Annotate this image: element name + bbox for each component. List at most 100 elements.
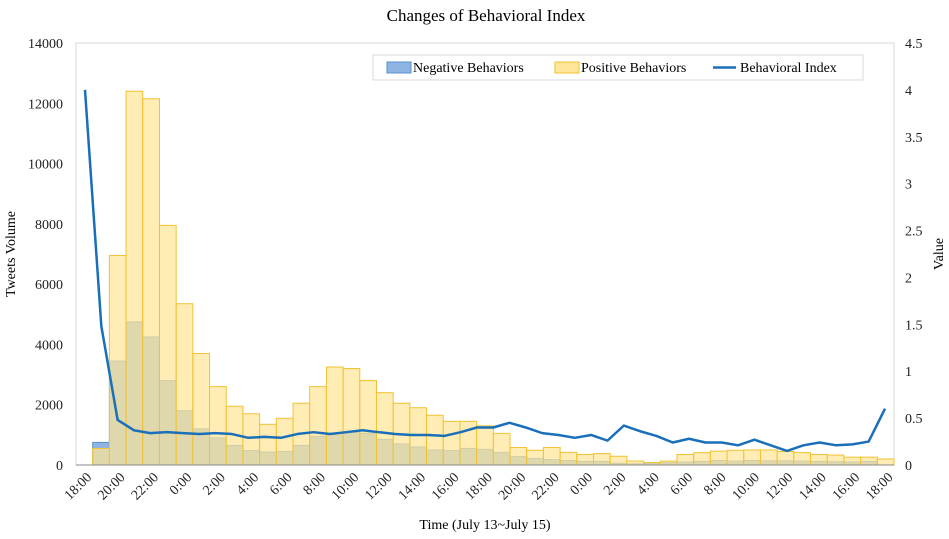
x-tick-label: 2:00 <box>201 470 229 498</box>
x-tick-label: 10:00 <box>329 470 362 503</box>
positive-bar <box>810 453 828 466</box>
x-tick-label: 8:00 <box>701 470 729 498</box>
positive-bar <box>242 413 261 466</box>
positive-bar <box>509 447 528 466</box>
positive-bar <box>576 453 595 466</box>
y-tick-right-label: 1.5 <box>905 318 923 333</box>
positive-bar <box>426 414 444 466</box>
positive-bar <box>175 303 194 466</box>
y-tick-right-label: 1 <box>905 365 912 380</box>
x-tick-label: 18:00 <box>62 470 95 503</box>
x-tick-labels: 18:00 20:00 22:00 0:00 2:00 4:00 6:00 8:00 10:00… <box>62 470 896 503</box>
positive-bar <box>142 98 160 466</box>
positive-bar <box>92 447 110 466</box>
positive-bar <box>209 386 227 466</box>
positive-bar <box>192 352 211 466</box>
positive-bar <box>626 460 645 466</box>
x-tick-label: 12:00 <box>363 470 396 503</box>
positive-bar <box>676 453 695 466</box>
y-tick-left-label: 12000 <box>28 97 63 112</box>
positive-bar <box>526 449 544 466</box>
y-tick-right-label: 2.5 <box>905 225 923 240</box>
y-tick-left-label: 2000 <box>35 399 63 414</box>
legend-negative-label: Negative Behaviors <box>413 61 524 76</box>
positive-bar <box>476 425 494 466</box>
x-tick-label: 10:00 <box>730 470 763 503</box>
legend-index-label: Behavioral Index <box>740 61 837 76</box>
positive-bar <box>492 432 511 466</box>
y-axis-left-label: Tweets Volume <box>4 211 19 297</box>
x-tick-label: 18:00 <box>463 470 496 503</box>
right-y-tick-labels: 0 0.5 1 1.5 2 2.5 3 3.5 4 4.5 <box>905 37 923 474</box>
chart-title: Changes of Behavioral Index <box>387 6 586 25</box>
y-tick-right-label: 2 <box>905 271 912 286</box>
positive-bar <box>309 386 327 466</box>
legend-negative-swatch <box>386 61 412 74</box>
x-tick-label: 0:00 <box>167 470 195 498</box>
positive-bar <box>693 452 711 466</box>
x-tick-label: 14:00 <box>396 470 429 503</box>
positive-bar <box>609 455 628 466</box>
positive-bar <box>860 456 878 466</box>
x-tick-label: 16:00 <box>830 470 863 503</box>
x-tick-label: 4:00 <box>635 470 663 498</box>
legend-positive-swatch <box>554 61 580 74</box>
left-y-tick-labels: 0 2000 4000 6000 8000 10000 12000 14000 <box>28 37 63 474</box>
positive-bar <box>325 366 344 466</box>
positive-bar <box>559 451 578 466</box>
x-tick-label: 18:00 <box>863 470 896 503</box>
x-tick-label: 16:00 <box>429 470 462 503</box>
positive-bar <box>259 423 277 466</box>
x-tick-label: 2:00 <box>601 470 629 498</box>
positive-bar <box>826 454 845 466</box>
x-tick-label: 22:00 <box>129 470 162 503</box>
positive-bar <box>593 453 611 466</box>
y-tick-right-label: 4 <box>905 84 912 99</box>
positive-bar <box>876 458 895 466</box>
positive-bar <box>108 255 127 466</box>
y-tick-right-label: 3.5 <box>905 131 923 146</box>
y-tick-left-label: 6000 <box>35 278 63 293</box>
y-tick-left-label: 14000 <box>28 37 63 52</box>
y-tick-right-label: 4.5 <box>905 37 923 52</box>
x-axis-label: Time (July 13~July 15) <box>419 518 550 533</box>
positive-bar <box>375 392 394 466</box>
y-tick-left-label: 10000 <box>28 158 63 173</box>
x-tick-label: 20:00 <box>496 470 529 503</box>
positive-bar <box>359 380 377 466</box>
y-axis-right-label: Value <box>932 238 947 270</box>
positive-bar <box>659 460 678 466</box>
positive-bar <box>759 449 778 466</box>
y-tick-left-label: 4000 <box>35 338 63 353</box>
positive-bars <box>92 90 895 466</box>
positive-bar <box>125 90 144 466</box>
x-tick-label: 8:00 <box>301 470 329 498</box>
x-tick-label: 0:00 <box>568 470 596 498</box>
positive-bar <box>726 449 745 466</box>
legend-box <box>372 54 864 81</box>
y-tick-left-label: 8000 <box>35 218 63 233</box>
x-tick-label: 14:00 <box>797 470 830 503</box>
y-tick-left-label: 0 <box>56 459 63 474</box>
x-tick-label: 6:00 <box>668 470 696 498</box>
y-tick-right-label: 3 <box>905 178 912 193</box>
positive-bar <box>275 417 294 466</box>
behavioral-index-line <box>83 89 887 453</box>
x-tick-label: 6:00 <box>267 470 295 498</box>
legend-positive-label: Positive Behaviors <box>581 61 686 76</box>
x-tick-label: 12:00 <box>763 470 796 503</box>
x-tick-label: 4:00 <box>234 470 262 498</box>
y-tick-right-label: 0 <box>905 459 912 474</box>
x-tick-label: 22:00 <box>529 470 562 503</box>
positive-bar <box>743 449 761 466</box>
positive-bar <box>158 224 177 466</box>
behavioral-index-line-group <box>83 89 887 453</box>
positive-bar <box>709 450 728 466</box>
positive-bar <box>776 450 795 466</box>
y-tick-right-label: 0.5 <box>905 412 923 427</box>
positive-bar <box>542 447 561 466</box>
positive-bar <box>843 456 862 466</box>
x-tick-label: 20:00 <box>95 470 128 503</box>
positive-bar <box>442 420 461 466</box>
